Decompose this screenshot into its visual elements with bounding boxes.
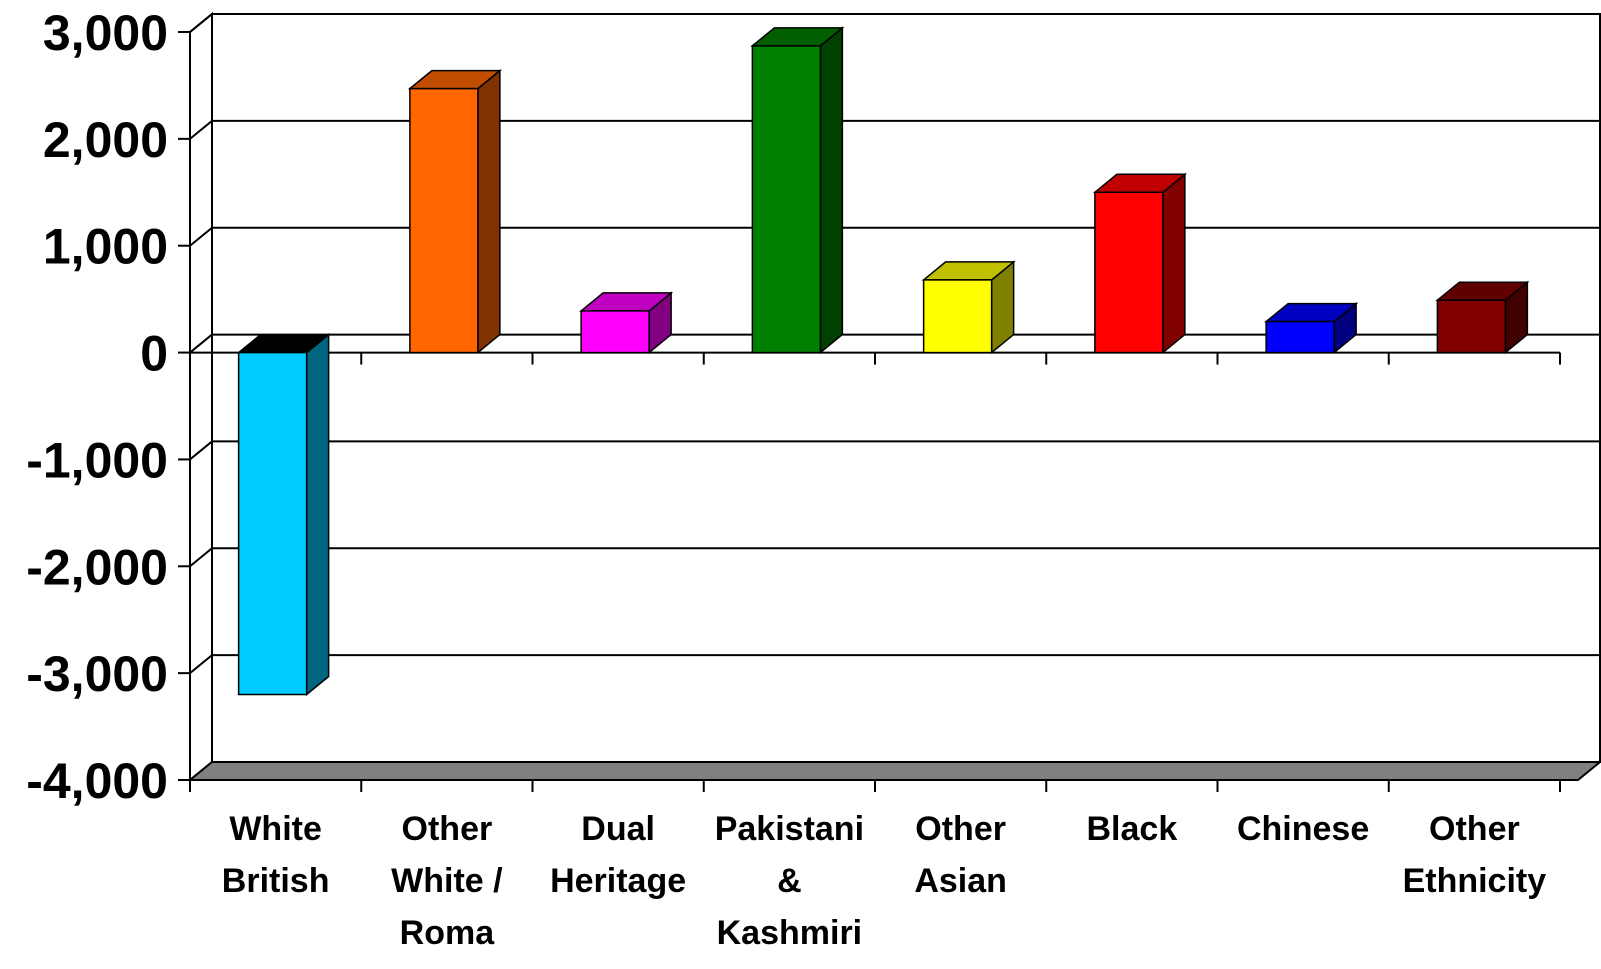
category-label-line: Roma bbox=[400, 914, 496, 952]
bar bbox=[1435, 280, 1530, 355]
bar-side bbox=[477, 69, 501, 355]
chart-walls bbox=[189, 11, 1601, 783]
bar-front bbox=[237, 351, 308, 696]
bar-front bbox=[1094, 191, 1164, 354]
gridline-side bbox=[189, 440, 213, 461]
bar-front bbox=[922, 279, 993, 354]
category-label-line: Other bbox=[1429, 810, 1520, 848]
category-label-line: Other bbox=[915, 810, 1006, 848]
category-label: Chinese bbox=[1237, 810, 1369, 848]
y-tick-label: -4,000 bbox=[26, 753, 168, 809]
category-label-line: Dual bbox=[581, 810, 655, 848]
y-axis-labels: 3,000 2,000 1,000 0 -1,000 -2,000 -3,000 -4,000 bbox=[26, 5, 168, 809]
bar bbox=[407, 69, 502, 355]
y-tick-label: 3,000 bbox=[43, 5, 168, 61]
category-label-line: Heritage bbox=[550, 862, 686, 900]
bar-front bbox=[580, 310, 650, 354]
category-label-line: Kashmiri bbox=[717, 914, 863, 952]
bar bbox=[750, 26, 845, 355]
gridline-side bbox=[189, 226, 213, 247]
category-label-line: Pakistani bbox=[715, 810, 864, 848]
category-label: Pakistani & Kashmiri bbox=[715, 810, 864, 952]
bar bbox=[1092, 172, 1187, 355]
y-tick-label: -3,000 bbox=[26, 646, 168, 702]
category-label: Black bbox=[1087, 810, 1178, 848]
bar bbox=[921, 260, 1016, 355]
y-tick-label: 0 bbox=[140, 326, 168, 382]
category-label-line: Chinese bbox=[1237, 810, 1369, 848]
bar-front bbox=[751, 45, 822, 354]
category-label: Other Ethnicity bbox=[1403, 810, 1547, 900]
x-axis-labels: White British Other White / Roma Dual Heritage… bbox=[222, 810, 1546, 952]
category-label-line: Asian bbox=[914, 862, 1007, 900]
y-tick-label: 1,000 bbox=[43, 219, 168, 275]
gridline-side bbox=[189, 547, 213, 568]
bar-front bbox=[1265, 320, 1335, 354]
bar-front bbox=[409, 87, 479, 354]
y-tick-label: -1,000 bbox=[26, 432, 168, 488]
bar-side bbox=[819, 26, 844, 355]
bar-side bbox=[1162, 172, 1186, 355]
category-label-line: White / bbox=[391, 862, 503, 900]
y-tick-label: -2,000 bbox=[26, 539, 168, 595]
category-label-line: Black bbox=[1087, 810, 1178, 848]
chart-floor bbox=[187, 761, 1601, 781]
category-label: Other Asian bbox=[914, 810, 1007, 900]
gridline-side bbox=[189, 333, 213, 354]
bar-front bbox=[1436, 299, 1507, 354]
floor-plane bbox=[187, 761, 1601, 781]
category-label: Dual Heritage bbox=[550, 810, 686, 900]
bar bbox=[579, 291, 674, 355]
bar bbox=[236, 332, 331, 697]
gridline-side bbox=[189, 120, 213, 140]
gridline-side bbox=[189, 13, 213, 33]
category-label-line: Other bbox=[402, 810, 493, 848]
category-label: Other White / Roma bbox=[391, 810, 503, 952]
y-tick-label: 2,000 bbox=[43, 112, 168, 168]
gridline-side bbox=[189, 654, 213, 674]
bars bbox=[236, 26, 1530, 697]
category-label-line: Ethnicity bbox=[1403, 862, 1547, 900]
bar bbox=[1264, 302, 1359, 355]
category-label-line: White bbox=[229, 810, 322, 848]
category-label-line: & bbox=[777, 862, 802, 900]
category-label: White British bbox=[222, 810, 330, 900]
category-label-line: British bbox=[222, 862, 330, 900]
bar-side bbox=[305, 332, 330, 697]
